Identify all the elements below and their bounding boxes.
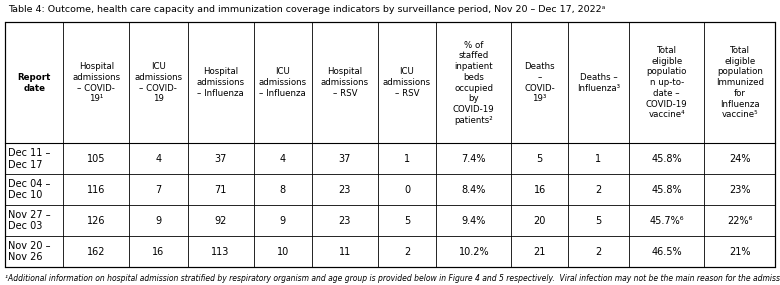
Text: 45.8%: 45.8%: [651, 154, 682, 164]
Text: Dec 11 –
Dec 17: Dec 11 – Dec 17: [8, 148, 51, 170]
Text: 1: 1: [404, 154, 410, 164]
Text: 7: 7: [155, 185, 161, 195]
Text: Table 4: Outcome, health care capacity and immunization coverage indicators by s: Table 4: Outcome, health care capacity a…: [8, 5, 605, 14]
Text: 16: 16: [152, 247, 165, 256]
Text: 46.5%: 46.5%: [651, 247, 682, 256]
Text: 4: 4: [155, 154, 161, 164]
Text: 1: 1: [595, 154, 601, 164]
Text: 37: 37: [339, 154, 351, 164]
Text: 23: 23: [339, 216, 351, 226]
Text: 8: 8: [279, 185, 285, 195]
Text: Nov 27 –
Dec 03: Nov 27 – Dec 03: [8, 210, 51, 231]
Text: 126: 126: [87, 216, 105, 226]
Text: 21: 21: [534, 247, 546, 256]
Text: 21%: 21%: [729, 247, 750, 256]
Text: ICU
admissions
– RSV: ICU admissions – RSV: [383, 67, 431, 98]
Text: 2: 2: [595, 247, 601, 256]
Text: Hospital
admissions
– Influenza: Hospital admissions – Influenza: [197, 67, 245, 98]
Text: % of
staffed
inpatient
beds
occupied
by
COVID-19
patients²: % of staffed inpatient beds occupied by …: [453, 40, 495, 125]
Text: 10: 10: [277, 247, 289, 256]
Text: 23%: 23%: [729, 185, 750, 195]
Text: ICU
admissions
– Influenza: ICU admissions – Influenza: [259, 67, 307, 98]
Text: 162: 162: [87, 247, 105, 256]
Text: 11: 11: [339, 247, 351, 256]
Bar: [5, 22, 775, 267]
Text: 113: 113: [211, 247, 230, 256]
Text: 116: 116: [87, 185, 105, 195]
Text: 5: 5: [537, 154, 543, 164]
Text: 9: 9: [279, 216, 285, 226]
Text: 2: 2: [404, 247, 410, 256]
Text: 7.4%: 7.4%: [462, 154, 486, 164]
Text: ICU
admissions
– COVID-
19: ICU admissions – COVID- 19: [134, 62, 183, 103]
Text: 37: 37: [215, 154, 227, 164]
Text: 105: 105: [87, 154, 105, 164]
Text: Hospital
admissions
– RSV: Hospital admissions – RSV: [321, 67, 369, 98]
Text: 16: 16: [534, 185, 546, 195]
Text: 8.4%: 8.4%: [462, 185, 486, 195]
Text: Report
date: Report date: [17, 73, 51, 93]
Text: 4: 4: [279, 154, 285, 164]
Text: 9: 9: [155, 216, 161, 226]
Text: 10.2%: 10.2%: [459, 247, 489, 256]
Text: ¹Additional information on hospital admission stratified by respiratory organism: ¹Additional information on hospital admi…: [5, 274, 780, 283]
Text: 5: 5: [595, 216, 601, 226]
Text: 45.7%⁶: 45.7%⁶: [650, 216, 684, 226]
Text: 9.4%: 9.4%: [462, 216, 486, 226]
Text: Total
eligible
populatio
n up-to-
date –
COVID-19
vaccine⁴: Total eligible populatio n up-to- date –…: [646, 46, 687, 119]
Text: Hospital
admissions
– COVID-
19¹: Hospital admissions – COVID- 19¹: [73, 62, 120, 103]
Text: 71: 71: [215, 185, 227, 195]
Text: 22%⁶: 22%⁶: [727, 216, 753, 226]
Text: 23: 23: [339, 185, 351, 195]
Text: Dec 04 –
Dec 10: Dec 04 – Dec 10: [8, 179, 51, 200]
Text: 2: 2: [595, 185, 601, 195]
Text: 0: 0: [404, 185, 410, 195]
Text: Deaths
–
COVID-
19³: Deaths – COVID- 19³: [524, 62, 555, 103]
Text: Total
eligible
population
Immunized
for
Influenza
vaccine⁵: Total eligible population Immunized for …: [716, 46, 764, 119]
Text: 5: 5: [404, 216, 410, 226]
Text: Nov 20 –
Nov 26: Nov 20 – Nov 26: [8, 241, 51, 262]
Text: 45.8%: 45.8%: [651, 185, 682, 195]
Text: Deaths –
Influenza³: Deaths – Influenza³: [577, 73, 620, 93]
Text: 92: 92: [215, 216, 227, 226]
Text: 24%: 24%: [729, 154, 750, 164]
Text: 20: 20: [534, 216, 546, 226]
